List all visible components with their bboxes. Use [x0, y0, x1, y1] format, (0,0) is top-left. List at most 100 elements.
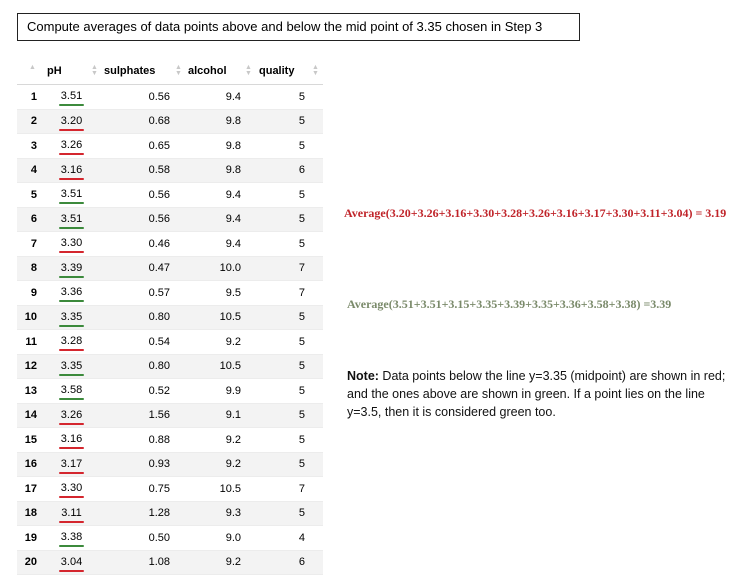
row-index: 5 — [17, 183, 43, 207]
ph-cell: 3.39 — [43, 257, 100, 281]
sulphates-cell: 0.50 — [100, 526, 185, 550]
sort-icon: ▲▼ — [175, 65, 182, 77]
ph-underline-mark — [59, 300, 84, 302]
quality-cell: 5 — [255, 183, 323, 207]
alcohol-cell: 9.5 — [185, 281, 255, 305]
row-index: 6 — [17, 208, 43, 232]
ph-value: 3.16 — [61, 433, 82, 446]
ph-value-text: 3.16 — [61, 164, 82, 176]
sulphates-cell: 0.57 — [100, 281, 185, 305]
header-index[interactable]: ▲ — [17, 58, 43, 84]
header-sulphates[interactable]: sulphates ▲▼ — [100, 58, 185, 84]
alcohol-cell: 9.8 — [185, 159, 255, 183]
sulphates-cell: 0.56 — [100, 85, 185, 109]
alcohol-cell: 9.4 — [185, 85, 255, 109]
ph-cell: 3.16 — [43, 428, 100, 452]
ph-value-text: 3.51 — [61, 213, 82, 225]
note-label: Note: — [347, 369, 379, 383]
ph-value: 3.39 — [61, 262, 82, 275]
sulphates-cell: 0.75 — [100, 477, 185, 501]
ph-cell: 3.26 — [43, 134, 100, 158]
ph-value-text: 3.17 — [61, 458, 82, 470]
alcohol-cell: 9.2 — [185, 453, 255, 477]
ph-value: 3.38 — [61, 531, 82, 544]
ph-underline-mark — [59, 545, 84, 547]
ph-underline-mark — [59, 104, 84, 106]
row-index: 11 — [17, 330, 43, 354]
ph-value-text: 3.26 — [61, 139, 82, 151]
header-ph[interactable]: pH ▲▼ — [43, 58, 100, 84]
row-index: 19 — [17, 526, 43, 550]
ph-underline-mark — [59, 325, 84, 327]
header-alcohol[interactable]: alcohol ▲▼ — [185, 58, 255, 84]
ph-value: 3.28 — [61, 335, 82, 348]
ph-value: 3.20 — [61, 115, 82, 128]
ph-cell: 3.17 — [43, 453, 100, 477]
ph-underline-mark — [59, 423, 84, 425]
quality-cell: 4 — [255, 526, 323, 550]
ph-value: 3.58 — [61, 384, 82, 397]
ph-value: 3.26 — [61, 409, 82, 422]
alcohol-cell: 9.8 — [185, 110, 255, 134]
ph-cell: 3.58 — [43, 379, 100, 403]
ph-value: 3.35 — [61, 360, 82, 373]
average-below-midpoint: Average(3.20+3.26+3.16+3.30+3.28+3.26+3.… — [344, 204, 729, 222]
ph-cell: 3.35 — [43, 355, 100, 379]
ph-value-text: 3.51 — [61, 188, 82, 200]
quality-cell: 7 — [255, 257, 323, 281]
ph-value: 3.51 — [61, 90, 82, 103]
ph-cell: 3.36 — [43, 281, 100, 305]
ph-value: 3.51 — [61, 188, 82, 201]
sort-up-icon: ▲ — [29, 65, 36, 71]
data-table: ▲ pH ▲▼ sulphates ▲▼ alcohol ▲▼ quality … — [17, 58, 323, 575]
quality-cell: 6 — [255, 551, 323, 575]
row-index: 2 — [17, 110, 43, 134]
quality-cell: 5 — [255, 428, 323, 452]
ph-value-text: 3.30 — [61, 237, 82, 249]
sulphates-cell: 0.46 — [100, 232, 185, 256]
sulphates-cell: 0.52 — [100, 379, 185, 403]
average-above-midpoint: Average(3.51+3.51+3.15+3.35+3.39+3.35+3.… — [347, 295, 727, 313]
alcohol-cell: 9.4 — [185, 183, 255, 207]
quality-cell: 5 — [255, 110, 323, 134]
alcohol-cell: 9.4 — [185, 232, 255, 256]
sort-icon: ▲▼ — [312, 65, 319, 77]
ph-value: 3.30 — [61, 482, 82, 495]
row-index: 18 — [17, 502, 43, 526]
ph-underline-mark — [59, 521, 84, 523]
quality-cell: 5 — [255, 85, 323, 109]
ph-cell: 3.11 — [43, 502, 100, 526]
ph-cell: 3.51 — [43, 183, 100, 207]
sulphates-cell: 0.56 — [100, 183, 185, 207]
quality-cell: 7 — [255, 477, 323, 501]
sulphates-cell: 0.80 — [100, 306, 185, 330]
header-quality[interactable]: quality ▲▼ — [255, 58, 323, 84]
sulphates-cell: 0.93 — [100, 453, 185, 477]
ph-cell: 3.26 — [43, 404, 100, 428]
ph-underline-mark — [59, 178, 84, 180]
table-header: ▲ pH ▲▼ sulphates ▲▼ alcohol ▲▼ quality … — [17, 58, 323, 85]
ph-cell: 3.51 — [43, 85, 100, 109]
ph-value-text: 3.16 — [61, 433, 82, 445]
sulphates-cell: 0.58 — [100, 159, 185, 183]
